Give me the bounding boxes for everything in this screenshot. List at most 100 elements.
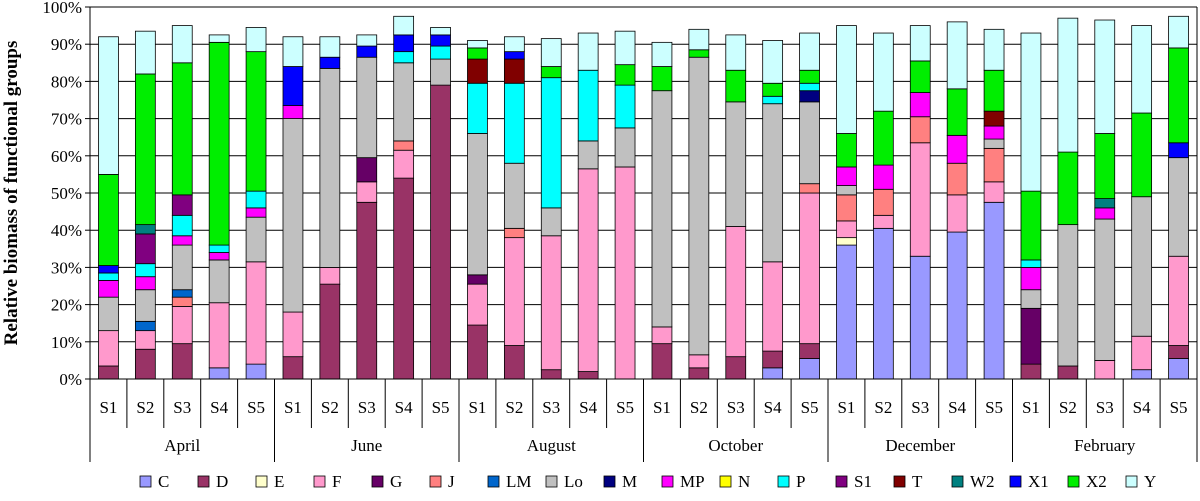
legend-item-x2: X2: [1067, 472, 1107, 491]
bar-segment-c: [1168, 358, 1189, 380]
bar-segment-p: [98, 272, 119, 281]
bar-segment-y: [725, 34, 747, 71]
bar-segment-w2: [1094, 198, 1116, 209]
bar-segment-y: [208, 34, 230, 43]
bar-segment-x1: [1168, 142, 1189, 159]
legend-label: T: [912, 472, 923, 491]
bar-segment-y: [1057, 17, 1079, 153]
bar-segment-d: [762, 350, 784, 369]
legend-swatch: [719, 475, 732, 488]
bar-segment-x2: [651, 66, 673, 92]
y-tick-label: 70%: [51, 110, 82, 129]
bar-segment-d: [356, 201, 378, 380]
y-tick-label: 10%: [51, 333, 82, 352]
bar-segment-p: [393, 51, 415, 64]
bar-segment-d: [319, 283, 341, 380]
bar-segment-lo: [1057, 224, 1079, 367]
x-tick-label-month: December: [885, 436, 955, 455]
bar-segment-lo: [762, 103, 784, 263]
bar-segment-mp: [134, 276, 156, 291]
bar-segment-j: [503, 227, 525, 239]
bar-segment-x1: [98, 265, 119, 274]
legend-swatch: [835, 475, 848, 488]
bar-segment-d: [540, 369, 562, 380]
legend-label: F: [332, 472, 341, 491]
bar-segment-f: [540, 235, 562, 371]
x-tick-label-station: S4: [579, 398, 597, 417]
legend-swatch: [313, 475, 326, 488]
bar-segment-f: [1168, 255, 1189, 346]
bar-segment-d: [799, 343, 820, 359]
x-tick-label-station: S5: [616, 398, 634, 417]
bar-segment-mp: [282, 105, 304, 120]
bar-segment-lo: [319, 67, 341, 268]
bar-segment-f: [503, 237, 525, 346]
bar-segment-x1: [282, 66, 304, 106]
legend-item-j: J: [429, 472, 455, 491]
x-tick-label-station: S3: [911, 398, 929, 417]
bar-segment-f: [946, 194, 968, 233]
x-tick-label-station: S1: [99, 398, 117, 417]
bar-segment-j: [171, 296, 193, 307]
bar-segment-lo: [208, 259, 230, 304]
bar-segment-mp: [1020, 266, 1042, 291]
bar-segment-y: [836, 25, 857, 134]
bar-segment-mp: [946, 134, 968, 164]
legend-label: G: [390, 472, 402, 491]
bar-segment-lo: [651, 90, 673, 328]
legend-swatch: [255, 475, 268, 488]
legend-label: M: [622, 472, 637, 491]
bar-segment-d: [134, 348, 156, 380]
bar-segment-f: [319, 266, 341, 285]
bar-segment-d: [171, 343, 193, 380]
bar-segment-m: [799, 90, 820, 103]
bars: [98, 15, 1189, 380]
y-tick-label: 30%: [51, 258, 82, 277]
bar-segment-y: [540, 38, 562, 67]
bar-segment-y: [983, 28, 1005, 71]
bar-segment-d: [467, 324, 488, 380]
legend-label: N: [738, 472, 750, 491]
legend-item-y: Y: [1125, 472, 1156, 491]
bar-segment-lo: [134, 289, 156, 322]
bar-segment-y: [393, 15, 415, 36]
bar-segment-x2: [1131, 112, 1153, 198]
bar-segment-y: [467, 40, 488, 49]
bar-segment-lo: [688, 56, 710, 356]
bar-segment-y: [577, 32, 599, 71]
bar-segment-p: [208, 244, 230, 253]
x-tick-label-station: S3: [358, 398, 376, 417]
bar-segment-mp: [208, 252, 230, 261]
bar-segment-y: [503, 36, 525, 53]
bar-segment-mp: [836, 166, 857, 186]
bar-segment-p: [467, 82, 488, 134]
bar-segment-e: [836, 237, 857, 246]
axes: [85, 6, 1198, 462]
legend-swatch: [777, 475, 790, 488]
bar-segment-lo: [467, 133, 488, 276]
legend-label: J: [448, 472, 455, 491]
bar-segment-y: [134, 30, 156, 75]
legend-swatch: [371, 475, 384, 488]
bar-segment-lo: [799, 101, 820, 185]
legend-item-mp: MP: [661, 472, 705, 491]
bar-segment-f: [1094, 359, 1116, 380]
bar-segment-c: [208, 367, 230, 380]
bar-segment-lo: [983, 138, 1005, 149]
bar-segment-f: [762, 261, 784, 352]
legend-swatch: [545, 475, 558, 488]
bar-segment-lo: [430, 58, 451, 86]
y-tick-label: 60%: [51, 147, 82, 166]
bar-segment-d: [577, 371, 599, 380]
bar-segment-lo: [725, 101, 747, 227]
bar-segment-f: [614, 166, 636, 380]
bar-segment-x2: [872, 110, 894, 166]
bar-segment-f: [98, 330, 119, 367]
bar-segment-mp: [1094, 207, 1116, 220]
bar-segment-f: [171, 306, 193, 345]
bar-segment-x1: [319, 56, 341, 69]
bar-segment-p: [503, 82, 525, 164]
bar-segment-lo: [171, 244, 193, 291]
y-axis-label: Relative biomass of functional groups: [1, 41, 22, 346]
legend-item-lm: LM: [487, 472, 532, 491]
